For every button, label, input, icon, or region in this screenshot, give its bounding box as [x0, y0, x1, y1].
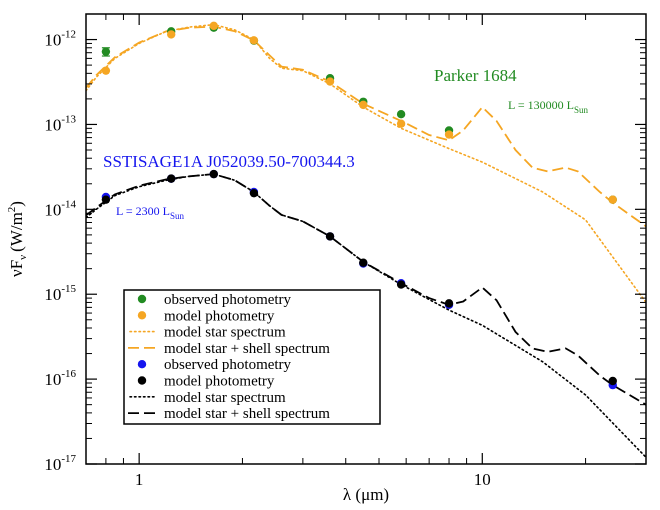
sstisage-model-point [167, 174, 176, 183]
legend-marker-dot [137, 376, 147, 385]
sstisage-star-shell-spectrum-line [86, 173, 646, 406]
markers-layer [101, 21, 617, 390]
parker-star-shell-spectrum-line [86, 25, 646, 228]
sstisage-model-point [249, 188, 259, 198]
sstisage-model-point [209, 169, 218, 179]
y-tick-label: 10-14 [44, 198, 76, 219]
parker-model-point [249, 36, 259, 45]
parker-model-point [209, 21, 218, 31]
x-axis-label: λ (μm) [343, 485, 389, 504]
parker-model-point [444, 130, 454, 139]
y-tick-base: 10 [44, 285, 61, 304]
legend-label: observed photometry [164, 357, 292, 373]
x-tick-label: 10 [474, 470, 491, 489]
y-label-main: νF [7, 260, 26, 277]
legend-label: model star + shell spectrum [164, 406, 330, 422]
plot-frame [85, 13, 647, 465]
y-tick-exponent: -17 [61, 453, 76, 465]
y-label-unit-sup: 2 [6, 207, 18, 213]
y-tick-base: 10 [44, 115, 61, 134]
parker-model-point [608, 195, 617, 204]
parker-lum-sub: Sun [574, 105, 589, 115]
legend-box [123, 289, 381, 425]
y-tick-exponent: -13 [61, 113, 76, 125]
parker-model-point [167, 30, 176, 39]
sstisage-model-point [101, 195, 111, 204]
parker-observed-point [396, 110, 406, 119]
parker-model-point [101, 66, 111, 75]
legend-marker-dot [137, 360, 147, 369]
x-tick-label: 1 [135, 470, 144, 489]
y-label-unit: (W/m [7, 212, 26, 252]
y-tick-base: 10 [44, 31, 61, 50]
legend-label: model photometry [164, 308, 275, 324]
y-tick-exponent: -12 [61, 29, 76, 41]
sstisage-star-spectrum-line [86, 173, 646, 459]
y-axis-label: νFν (W/m2) [6, 201, 29, 277]
y-tick-label: 10-13 [44, 113, 76, 134]
parker-observed-point [101, 47, 111, 56]
legend-label: model star spectrum [164, 325, 286, 341]
y-tick-base: 10 [44, 370, 61, 389]
sstisage-model-point [608, 376, 617, 386]
annotation-parker-luminosity: L = 130000 LSun [508, 98, 588, 115]
y-tick-base: 10 [44, 455, 61, 474]
parker-lum-label: L = 130000 L [508, 98, 574, 112]
sstisage-model-point [359, 258, 368, 267]
legend-marker-dot [137, 311, 147, 320]
legend-label: observed photometry [164, 292, 292, 308]
y-tick-exponent: -14 [61, 198, 76, 210]
curves-layer [86, 23, 646, 459]
sstisage-lum-sub: Sun [170, 211, 185, 221]
annotation-sstisage-name: SSTISAGE1A J052039.50-700344.3 [103, 152, 355, 171]
legend-label: model star + shell spectrum [164, 341, 330, 357]
sstisage-lum-label: L = 2300 L [116, 204, 170, 218]
parker-model-point [359, 100, 368, 110]
y-tick-label: 10-17 [44, 453, 76, 474]
y-tick-label: 10-16 [44, 368, 76, 389]
annotation-parker-name: Parker 1684 [434, 66, 517, 85]
y-tick-exponent: -15 [61, 283, 76, 295]
sstisage-model-point [444, 299, 454, 308]
y-tick-exponent: -16 [61, 368, 76, 380]
y-tick-label: 10-12 [44, 29, 76, 50]
legend-label: model star spectrum [164, 390, 286, 406]
sstisage-model-point [396, 280, 406, 289]
parker-model-point [325, 77, 335, 86]
legend-label: model photometry [164, 374, 275, 390]
annotation-sstisage-luminosity: L = 2300 LSun [116, 204, 184, 221]
y-label-sub: ν [17, 255, 29, 260]
axis-ticks [86, 14, 646, 465]
sstisage-model-point [325, 232, 335, 241]
y-tick-base: 10 [44, 200, 61, 219]
parker-star-spectrum-line [86, 23, 646, 304]
parker-model-point [396, 119, 406, 128]
legend-marker-dot [137, 294, 147, 304]
y-tick-label: 10-15 [44, 283, 76, 304]
y-label-close: ) [7, 201, 26, 207]
